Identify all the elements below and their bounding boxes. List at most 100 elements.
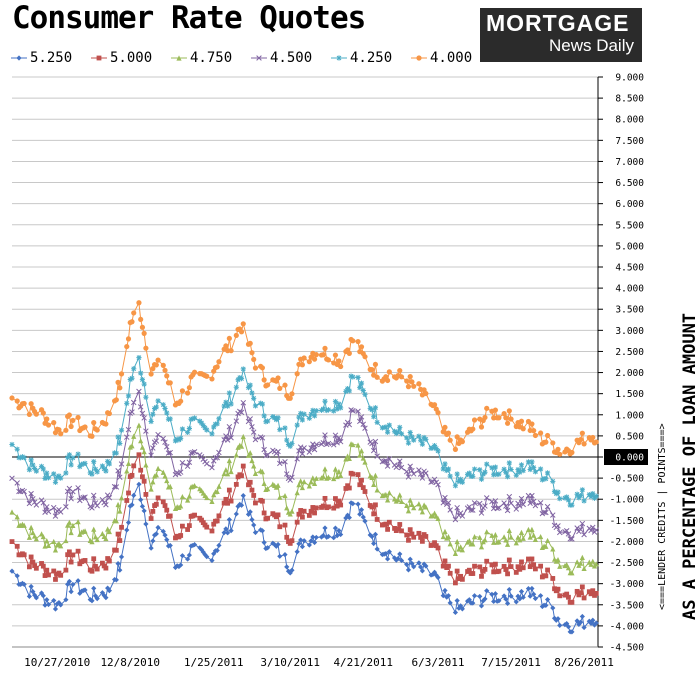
data-point	[118, 427, 125, 433]
data-point	[313, 352, 319, 358]
data-point	[226, 390, 232, 396]
data-point	[265, 418, 271, 424]
data-point	[82, 494, 88, 500]
data-point	[186, 493, 192, 499]
data-point	[477, 593, 483, 600]
data-point	[557, 563, 563, 569]
data-point	[578, 437, 584, 443]
data-point	[447, 541, 453, 547]
data-point	[501, 563, 507, 569]
data-point	[360, 387, 366, 394]
data-point	[141, 330, 147, 336]
data-point	[416, 467, 422, 473]
data-point	[550, 512, 556, 518]
data-point	[273, 543, 279, 549]
data-point	[588, 561, 594, 567]
data-point	[14, 480, 20, 486]
data-point	[118, 461, 125, 467]
data-point	[70, 488, 76, 495]
data-point	[39, 561, 44, 566]
data-point	[54, 601, 60, 607]
data-point	[153, 531, 159, 537]
data-point	[306, 483, 312, 489]
data-point	[458, 603, 464, 609]
data-point	[503, 537, 509, 543]
data-point	[324, 407, 330, 414]
data-point	[529, 492, 535, 499]
data-point	[478, 424, 485, 430]
data-point	[538, 533, 544, 540]
data-point	[306, 415, 312, 421]
data-point	[515, 467, 521, 473]
data-point	[117, 474, 123, 480]
data-point	[21, 488, 27, 495]
data-point	[440, 466, 446, 472]
data-point	[569, 599, 575, 605]
data-point	[435, 574, 441, 581]
data-point	[129, 502, 135, 508]
data-point	[358, 507, 365, 513]
data-point	[346, 455, 352, 462]
data-point	[139, 444, 146, 450]
data-point	[233, 384, 239, 390]
data-point	[223, 433, 229, 439]
data-point	[78, 461, 85, 468]
data-point	[357, 482, 363, 488]
data-point	[250, 429, 257, 435]
data-point	[508, 564, 514, 569]
data-point	[247, 479, 253, 485]
data-point	[374, 453, 380, 459]
data-point	[9, 475, 15, 482]
y-tick-label: -2.500	[610, 558, 645, 569]
data-point	[492, 532, 499, 538]
data-point	[129, 375, 135, 381]
data-point	[428, 445, 434, 451]
y-tick-label: -2.000	[610, 537, 645, 548]
data-point	[287, 477, 293, 483]
data-point	[503, 567, 509, 572]
data-point	[226, 423, 233, 430]
data-point	[40, 410, 46, 416]
data-point	[214, 364, 220, 370]
data-point	[21, 581, 27, 587]
data-point	[113, 547, 119, 553]
data-point	[150, 366, 156, 372]
data-point	[150, 508, 156, 514]
data-point	[372, 438, 379, 445]
data-point	[459, 576, 465, 582]
data-point	[370, 447, 377, 454]
data-point	[527, 593, 533, 599]
data-point	[383, 521, 389, 527]
x-tick-label: 6/3/2011	[412, 656, 465, 669]
data-point	[124, 434, 130, 440]
data-point	[209, 498, 215, 505]
data-point	[383, 457, 389, 464]
series-line	[11, 301, 597, 455]
data-point	[160, 499, 166, 505]
data-point	[565, 497, 572, 503]
data-point	[453, 580, 458, 586]
y-tick-label: -3.500	[610, 600, 645, 611]
data-point	[31, 499, 38, 505]
data-point	[131, 366, 137, 372]
data-point	[492, 464, 499, 470]
data-point	[421, 561, 427, 567]
data-point	[322, 495, 328, 501]
data-point	[407, 429, 413, 436]
series-5-000	[9, 452, 599, 605]
data-point	[228, 348, 234, 354]
data-point	[569, 629, 575, 635]
data-point	[139, 410, 146, 417]
data-point	[543, 573, 549, 579]
data-point	[565, 565, 572, 571]
data-point	[332, 525, 339, 531]
data-point	[432, 540, 437, 546]
data-point	[198, 453, 205, 460]
data-point	[310, 475, 316, 481]
data-point	[543, 439, 549, 445]
data-point	[225, 500, 231, 506]
data-point	[471, 417, 478, 423]
data-point	[491, 598, 497, 605]
data-point	[374, 374, 380, 380]
data-point	[515, 500, 521, 507]
